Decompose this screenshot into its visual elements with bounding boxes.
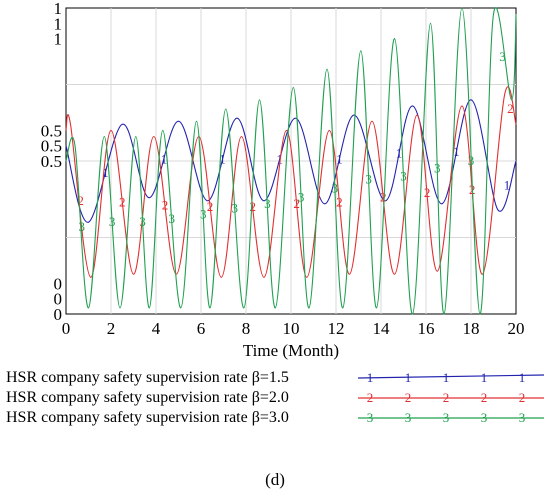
y-tick-label: 1 — [54, 30, 63, 49]
legend-marker: 1 — [367, 370, 374, 385]
series-marker: 2 — [293, 196, 300, 211]
series-marker: 3 — [232, 200, 239, 215]
x-tick-label: 4 — [152, 319, 161, 338]
series-marker: 2 — [162, 197, 169, 212]
legend-label-3: HSR company safety supervision rate β=3.… — [6, 409, 289, 426]
x-tick-label: 8 — [242, 319, 251, 338]
legend-marker: 3 — [367, 410, 374, 425]
legend-label-2: HSR company safety supervision rate β=2.… — [6, 389, 289, 406]
series-marker: 3 — [169, 211, 176, 226]
legend-marker: 1 — [481, 370, 488, 385]
y-tick-label: 0.5 — [41, 137, 62, 156]
legend-swatch-1 — [357, 374, 545, 379]
y-tick-label: 0 — [54, 274, 63, 293]
legend-marker: 1 — [443, 370, 450, 385]
series-marker: 3 — [109, 214, 116, 229]
series-line-2 — [65, 86, 517, 278]
series-marker: 2 — [119, 194, 126, 209]
figure-caption: (d) — [265, 470, 285, 489]
series-marker: 2 — [380, 190, 387, 205]
series-marker: 3 — [499, 49, 506, 64]
x-tick-label: 18 — [463, 319, 480, 338]
x-tick-label: 14 — [373, 319, 391, 338]
legend-marker: 3 — [481, 410, 488, 425]
y-tick-label: 1 — [54, 14, 63, 33]
y-tick-label: 0.5 — [41, 121, 62, 140]
series-marker: 3 — [139, 214, 146, 229]
series-marker: 2 — [250, 199, 257, 214]
legend-label-1: HSR company safety supervision rate β=1.… — [6, 369, 289, 386]
legend-marker: 2 — [405, 390, 412, 405]
series-marker: 1 — [504, 177, 511, 192]
x-tick-label: 20 — [508, 319, 525, 338]
series-marker: 2 — [207, 199, 214, 214]
series-marker: 1 — [161, 151, 168, 166]
x-tick-label: 16 — [418, 319, 435, 338]
x-tick-labels: 0 2 4 6 8 10 12 14 16 18 20 — [62, 319, 525, 338]
series-marker: 2 — [336, 194, 343, 209]
legend-marker: 3 — [405, 410, 412, 425]
series-marker: 3 — [79, 219, 86, 234]
legend-marker: 2 — [367, 390, 374, 405]
series-marker: 1 — [219, 151, 226, 166]
series-marker: 1 — [336, 151, 343, 166]
x-tick-label: 12 — [328, 319, 345, 338]
x-tick-label: 0 — [62, 319, 71, 338]
legend-marker: 2 — [481, 390, 488, 405]
y-tick-label: 0 — [54, 290, 63, 309]
legend-marker: 2 — [443, 390, 450, 405]
series-marker: 1 — [453, 144, 460, 159]
series-marker: 2 — [424, 185, 431, 200]
legend-marker: 3 — [443, 410, 450, 425]
series-marker: 3 — [332, 181, 339, 196]
series-marker: 2 — [77, 193, 84, 208]
series-marker: 1 — [102, 165, 109, 180]
y-tick-label: 0.5 — [41, 152, 62, 171]
legend-marker: 3 — [519, 410, 526, 425]
series-marker: 3 — [434, 161, 441, 176]
series-marker: 2 — [507, 101, 514, 116]
x-tick-label: 2 — [107, 319, 116, 338]
legend-marker: 2 — [519, 390, 526, 405]
y-tick-label: 1 — [54, 0, 63, 18]
series-marker: 1 — [396, 145, 403, 160]
legend: HSR company safety supervision rate β=1.… — [6, 369, 545, 426]
series-marker: 3 — [400, 168, 407, 183]
series-line-3 — [65, 7, 517, 315]
x-tick-label: 10 — [283, 319, 300, 338]
x-tick-label: 6 — [197, 319, 206, 338]
legend-marker: 1 — [405, 370, 412, 385]
series-marker: 3 — [365, 171, 372, 186]
series-marker: 3 — [264, 196, 271, 211]
series-marker: 3 — [200, 207, 207, 222]
series-marker: 3 — [468, 153, 475, 168]
series-marker: 3 — [298, 190, 305, 205]
x-axis-title: Time (Month) — [243, 341, 339, 360]
y-tick-label: 0 — [54, 305, 63, 324]
legend-marker: 1 — [519, 370, 526, 385]
